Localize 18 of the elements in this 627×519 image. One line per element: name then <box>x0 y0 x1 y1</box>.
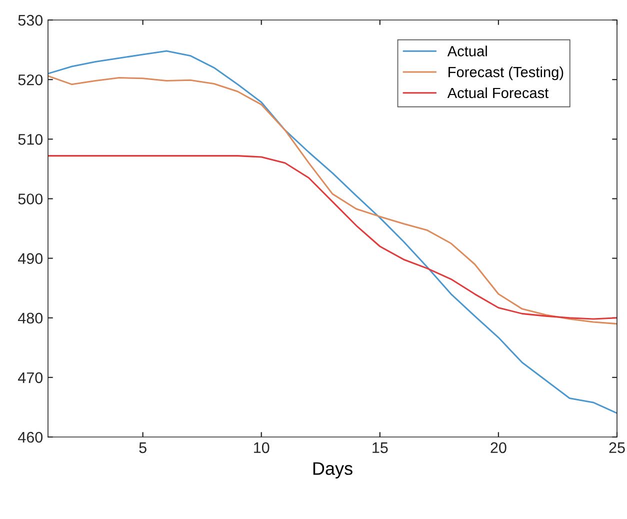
y-tick-label: 500 <box>18 194 43 204</box>
x-axis-title: Days <box>313 462 352 478</box>
y-tick-label: 470 <box>18 372 43 384</box>
x-tick-label: 25 <box>609 442 625 454</box>
y-tick-label: 490 <box>18 253 43 264</box>
legend-label: Forecast (Testing) <box>448 66 564 80</box>
legend-label: Actual Forecast <box>447 87 549 98</box>
x-tick-label: 20 <box>490 442 506 454</box>
y-tick-label: 530 <box>18 14 43 26</box>
line-series <box>48 155 617 320</box>
y-tick-label: 520 <box>18 74 43 86</box>
legend-label: Actual <box>447 46 487 56</box>
x-tick-label: 5 <box>139 442 146 454</box>
y-tick-label: 460 <box>18 432 43 443</box>
y-tick-label: 510 <box>18 134 43 145</box>
x-tick-label: 10 <box>254 442 270 454</box>
x-tick-label: 15 <box>372 442 388 454</box>
y-tick-label: 480 <box>18 312 43 324</box>
